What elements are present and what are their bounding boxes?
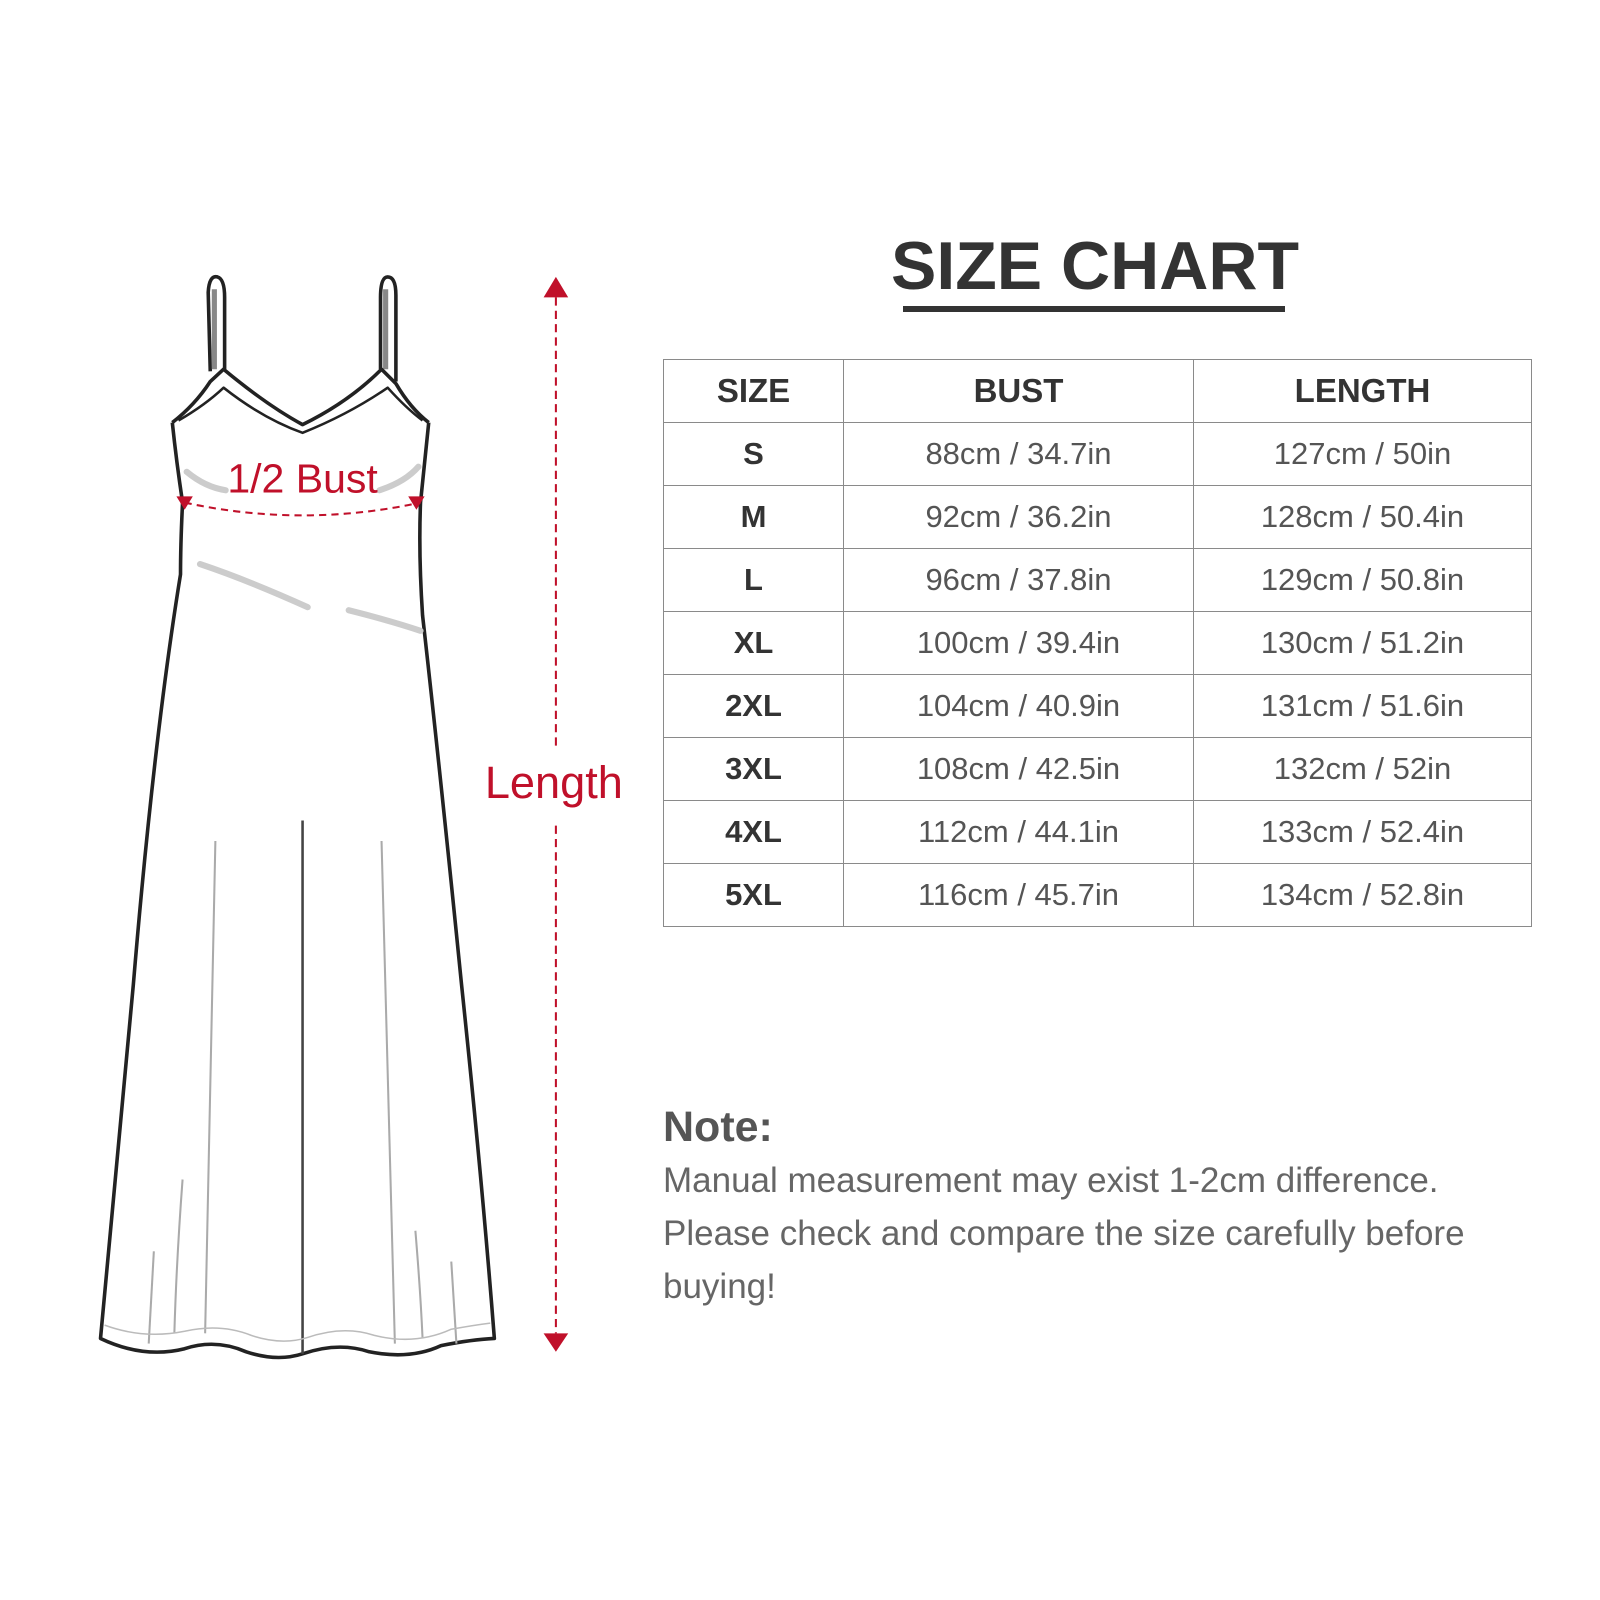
table-row: S 88cm / 34.7in 127cm / 50in [663, 422, 1532, 486]
bust-cell: 104cm / 40.9in [843, 674, 1194, 738]
size-cell: 3XL [663, 737, 844, 801]
length-cell: 134cm / 52.8in [1193, 863, 1532, 927]
header-bust: BUST [843, 359, 1194, 423]
table-row: 5XL 116cm / 45.7in 134cm / 52.8in [663, 863, 1532, 927]
page-title: SIZE CHART [891, 228, 1299, 304]
bust-cell: 88cm / 34.7in [843, 422, 1194, 486]
length-cell: 130cm / 51.2in [1193, 611, 1532, 675]
length-label: Length [485, 757, 623, 808]
note-line: buying! [663, 1267, 776, 1306]
length-cell: 131cm / 51.6in [1193, 674, 1532, 738]
size-table: SIZE BUST LENGTH S 88cm / 34.7in 127cm / 5… [663, 359, 1532, 927]
header-length: LENGTH [1193, 359, 1532, 423]
bust-cell: 112cm / 44.1in [843, 800, 1194, 864]
size-cell: 5XL [663, 863, 844, 927]
table-header-row: SIZE BUST LENGTH [663, 359, 1532, 423]
size-cell: M [663, 485, 844, 549]
length-cell: 133cm / 52.4in [1193, 800, 1532, 864]
bust-cell: 108cm / 42.5in [843, 737, 1194, 801]
size-cell: 2XL [663, 674, 844, 738]
size-cell: XL [663, 611, 844, 675]
note-line: Please check and compare the size carefu… [663, 1214, 1465, 1253]
length-measure-arrow [543, 276, 569, 1352]
length-cell: 128cm / 50.4in [1193, 485, 1532, 549]
table-row: 3XL 108cm / 42.5in 132cm / 52in [663, 737, 1532, 801]
table-row: 4XL 112cm / 44.1in 133cm / 52.4in [663, 800, 1532, 864]
table-row: XL 100cm / 39.4in 130cm / 51.2in [663, 611, 1532, 675]
bust-cell: 96cm / 37.8in [843, 548, 1194, 612]
size-cell: S [663, 422, 844, 486]
bust-label: 1/2 Bust [227, 455, 378, 501]
dress-outline [98, 274, 497, 1360]
length-cell: 132cm / 52in [1193, 737, 1532, 801]
length-cell: 129cm / 50.8in [1193, 548, 1532, 612]
length-cell: 127cm / 50in [1193, 422, 1532, 486]
bust-cell: 116cm / 45.7in [843, 863, 1194, 927]
note-line: Manual measurement may exist 1-2cm diffe… [663, 1161, 1439, 1200]
table-row: M 92cm / 36.2in 128cm / 50.4in [663, 485, 1532, 549]
bust-cell: 92cm / 36.2in [843, 485, 1194, 549]
note-section: Note: Manual measurement may exist 1-2cm… [663, 1100, 1593, 1313]
table-row: 2XL 104cm / 40.9in 131cm / 51.6in [663, 674, 1532, 738]
bust-measure-arrow [176, 496, 425, 517]
header-size: SIZE [663, 359, 844, 423]
size-cell: 4XL [663, 800, 844, 864]
title-underline [903, 306, 1285, 312]
note-heading: Note: [663, 1103, 773, 1151]
size-cell: L [663, 548, 844, 612]
table-row: L 96cm / 37.8in 129cm / 50.8in [663, 548, 1532, 612]
bust-cell: 100cm / 39.4in [843, 611, 1194, 675]
